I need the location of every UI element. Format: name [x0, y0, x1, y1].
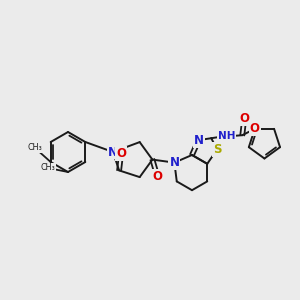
Text: N: N [169, 156, 179, 169]
Text: S: S [213, 143, 221, 156]
Text: NH: NH [218, 131, 235, 141]
Text: CH₃: CH₃ [40, 164, 56, 172]
Text: O: O [239, 112, 249, 125]
Text: O: O [116, 147, 126, 160]
Text: CH₃: CH₃ [28, 143, 42, 152]
Text: N: N [194, 134, 204, 147]
Text: N: N [108, 146, 118, 158]
Text: O: O [250, 122, 260, 135]
Text: O: O [152, 170, 162, 183]
